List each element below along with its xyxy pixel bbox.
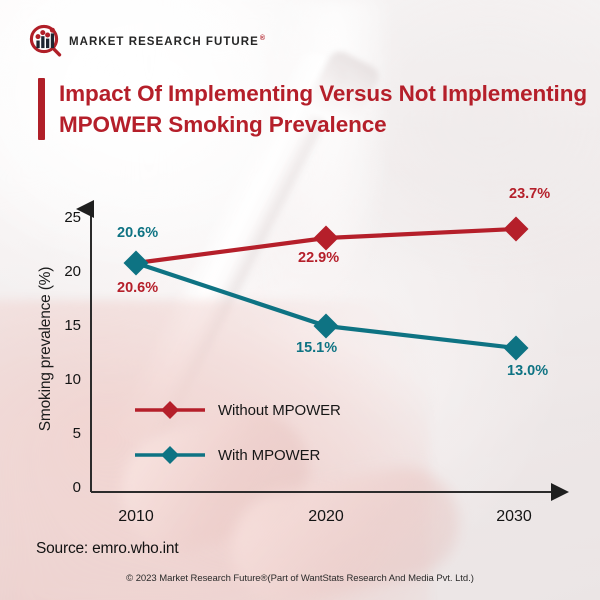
- series-with-mpower: [123, 250, 529, 361]
- y-tick-0: 0: [72, 479, 81, 496]
- registered-mark: ®: [259, 34, 267, 42]
- data-label-with-2020: 15.1%: [296, 340, 338, 356]
- data-point-marker: [503, 335, 529, 361]
- legend-swatch-red: [133, 400, 207, 420]
- data-point-marker: [313, 313, 339, 339]
- series-without-mpower: [135, 216, 529, 266]
- y-tick-10: 10: [64, 371, 81, 388]
- data-label-with-2010: 20.6%: [117, 225, 159, 241]
- y-tick-25: 25: [64, 209, 81, 226]
- x-tick-2020: 2020: [308, 508, 344, 525]
- data-label-without-2010: 20.6%: [117, 280, 159, 296]
- legend-label-without-mpower: Without MPOWER: [218, 401, 341, 419]
- title-accent-bar: [38, 78, 45, 141]
- data-point-marker: [503, 216, 529, 242]
- brand-name: MARKET RESEARCH FUTURE®: [69, 34, 267, 48]
- x-tick-2030: 2030: [496, 508, 532, 525]
- title-line-1: Impact Of Implementing Versus Not Implem…: [59, 81, 587, 106]
- y-tick-15: 15: [64, 317, 81, 334]
- data-label-without-2030: 23.7%: [509, 186, 551, 202]
- data-label-with-2030: 13.0%: [507, 363, 549, 379]
- magnifier-bar-chart-icon: [29, 24, 63, 58]
- legend-swatch-teal: [133, 445, 207, 465]
- chart-legend: Without MPOWER With MPOWER: [133, 400, 341, 465]
- line-chart: Smoking prevalence (%) 25 20 15 10 5 0 2…: [0, 185, 600, 525]
- brand-logo[interactable]: MARKET RESEARCH FUTURE®: [29, 24, 266, 58]
- source-text: Source: emro.who.int: [36, 540, 179, 557]
- data-point-marker: [313, 225, 339, 251]
- page-title: Impact Of Implementing Versus Not Implem…: [59, 78, 587, 140]
- title-block: Impact Of Implementing Versus Not Implem…: [38, 78, 587, 141]
- legend-label-with-mpower: With MPOWER: [218, 446, 321, 464]
- title-line-2: MPOWER Smoking Prevalence: [59, 112, 387, 138]
- y-tick-5: 5: [72, 425, 81, 442]
- chart-plot-area: [76, 200, 569, 501]
- y-tick-20: 20: [64, 263, 81, 280]
- x-tick-2010: 2010: [118, 508, 154, 525]
- legend-item-with-mpower[interactable]: With MPOWER: [133, 445, 341, 465]
- data-point-marker: [123, 250, 149, 276]
- legend-item-without-mpower[interactable]: Without MPOWER: [133, 400, 341, 420]
- data-label-without-2020: 22.9%: [298, 250, 340, 266]
- copyright-text: © 2023 Market Research Future®(Part of W…: [126, 573, 474, 584]
